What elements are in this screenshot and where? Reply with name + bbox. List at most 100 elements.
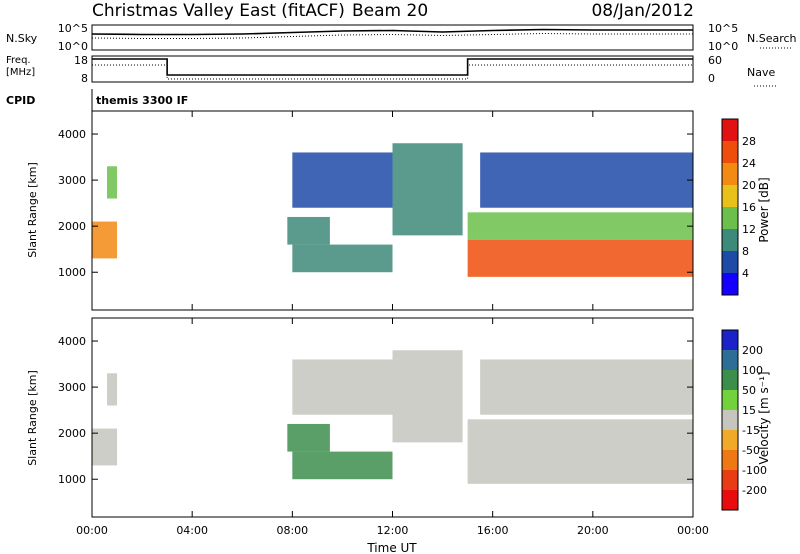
power-colorbar-label: Power [dB]: [757, 177, 771, 242]
heatmap-cell: [467, 419, 693, 484]
y-tick-label: 1000: [58, 266, 86, 279]
noise-panel: [91, 24, 694, 51]
colorbar-tick-label: -200: [742, 484, 767, 497]
noise-series-line: [91, 28, 693, 36]
colorbar-tick-label: 20: [742, 179, 756, 192]
colorbar-tick-label: 4: [742, 267, 749, 280]
colorbar-swatch: [722, 430, 738, 450]
y-tick-label: 3000: [58, 381, 86, 394]
freq-label: Freq.: [6, 55, 31, 66]
colorbar-swatch: [722, 470, 738, 490]
colorbar-tick-label: -15: [742, 424, 760, 437]
freq-tick: 8: [81, 72, 88, 85]
heatmap-cell: [392, 143, 463, 236]
colorbar-swatch: [722, 370, 738, 390]
heatmap-cell: [467, 239, 693, 277]
y-tick-label: 2000: [58, 427, 86, 440]
x-tick-label: 12:00: [377, 524, 409, 537]
freq-tick: 18: [74, 54, 88, 67]
power-yticks: 1000 2000 3000 4000: [58, 128, 693, 279]
heatmap-cell: [292, 451, 393, 480]
noise-tick-left: 10^0: [58, 40, 88, 53]
heatmap-cell: [480, 152, 693, 208]
heatmap-cell: [287, 216, 330, 245]
noise-tick-right: 10^5: [708, 22, 738, 35]
x-tick-label: 00:00: [677, 524, 709, 537]
velocity-colorbar-label: Velocity [m s⁻¹]: [757, 371, 771, 464]
freq-panel: [91, 55, 694, 83]
y-tick-label: 4000: [58, 335, 86, 348]
date-label: 08/Jan/2012: [591, 1, 694, 21]
colorbar-swatch: [722, 119, 738, 141]
colorbar-swatch: [722, 141, 738, 163]
x-tick-label: 04:00: [176, 524, 208, 537]
heatmap-cell: [292, 152, 393, 208]
colorbar-swatch: [722, 163, 738, 185]
heatmap-cell: [480, 359, 693, 415]
colorbar-tick-label: 24: [742, 157, 756, 170]
freq-series-line: [92, 64, 693, 80]
power-data: [92, 143, 693, 277]
colorbar-swatch: [722, 185, 738, 207]
noise-right-label: N.Search: [747, 32, 797, 45]
velocity-yticks: 1000 2000 3000 4000: [58, 335, 693, 486]
colorbar-tick-label: -50: [742, 444, 760, 457]
colorbar-tick-label: 8: [742, 245, 749, 258]
nave-label: Nave: [747, 66, 775, 79]
y-tick-label: 3000: [58, 174, 86, 187]
colorbar-swatch: [722, 350, 738, 370]
colorbar-swatch: [722, 410, 738, 430]
velocity-data: [92, 350, 693, 484]
colorbar-swatch: [722, 330, 738, 350]
heatmap-cell: [287, 423, 330, 452]
x-tick-label: 20:00: [577, 524, 609, 537]
cpid-label: CPID: [6, 94, 35, 107]
colorbar-tick-label: 50: [742, 384, 756, 397]
nave-tick: 0: [708, 72, 715, 85]
freq-series-line: [92, 58, 693, 76]
power-ylabel: Slant Range [km]: [26, 162, 39, 258]
colorbar-swatch: [722, 273, 738, 295]
colorbar-swatch: [722, 207, 738, 229]
noise-tick-left: 10^5: [58, 22, 88, 35]
x-axis-ticks: 00:00 04:00 08:00 12:00 16:00 20:00 00:00: [76, 111, 709, 537]
heatmap-cell: [92, 428, 118, 466]
colorbar-swatch: [722, 251, 738, 273]
colorbar-swatch: [722, 229, 738, 251]
colorbar-swatch: [722, 390, 738, 410]
power-colorbar: 4 8 12 16 20 24 28: [721, 118, 756, 296]
heatmap-cell: [107, 166, 118, 199]
heatmap-cell: [392, 350, 463, 443]
x-tick-label: 00:00: [76, 524, 108, 537]
velocity-colorbar: 200 100 50 15 -15 -50 -100 -200: [721, 329, 767, 511]
noise-tick-right: 10^0: [708, 40, 738, 53]
colorbar-frame: [721, 329, 739, 511]
y-tick-label: 1000: [58, 473, 86, 486]
colorbar-tick-label: 12: [742, 223, 756, 236]
x-tick-label: 16:00: [477, 524, 509, 537]
cpid-value: themis 3300 IF: [96, 94, 188, 107]
noise-lines: [91, 28, 693, 39]
nave-tick: 60: [708, 54, 722, 67]
plot-title: Christmas Valley East (fitACF): [92, 1, 345, 21]
colorbar-tick-label: 200: [742, 344, 763, 357]
beam-label: Beam 20: [352, 1, 428, 21]
freq-unit: [MHz]: [6, 67, 35, 78]
heatmap-cell: [292, 359, 393, 415]
colorbar-tick-label: 100: [742, 364, 763, 377]
noise-left-label: N.Sky: [6, 32, 38, 45]
heatmap-cell: [467, 212, 693, 240]
y-tick-label: 2000: [58, 220, 86, 233]
x-axis-label: Time UT: [366, 541, 417, 554]
noise-series-line: [91, 32, 693, 39]
x-tick-label: 08:00: [276, 524, 308, 537]
colorbar-swatch: [722, 490, 738, 510]
colorbar-tick-label: -100: [742, 464, 767, 477]
heatmap-cell: [92, 221, 118, 259]
freq-lines: [92, 58, 693, 80]
y-tick-label: 4000: [58, 128, 86, 141]
colorbar-tick-label: 16: [742, 201, 756, 214]
colorbar-frame: [721, 118, 739, 296]
velocity-ylabel: Slant Range [km]: [26, 370, 39, 466]
